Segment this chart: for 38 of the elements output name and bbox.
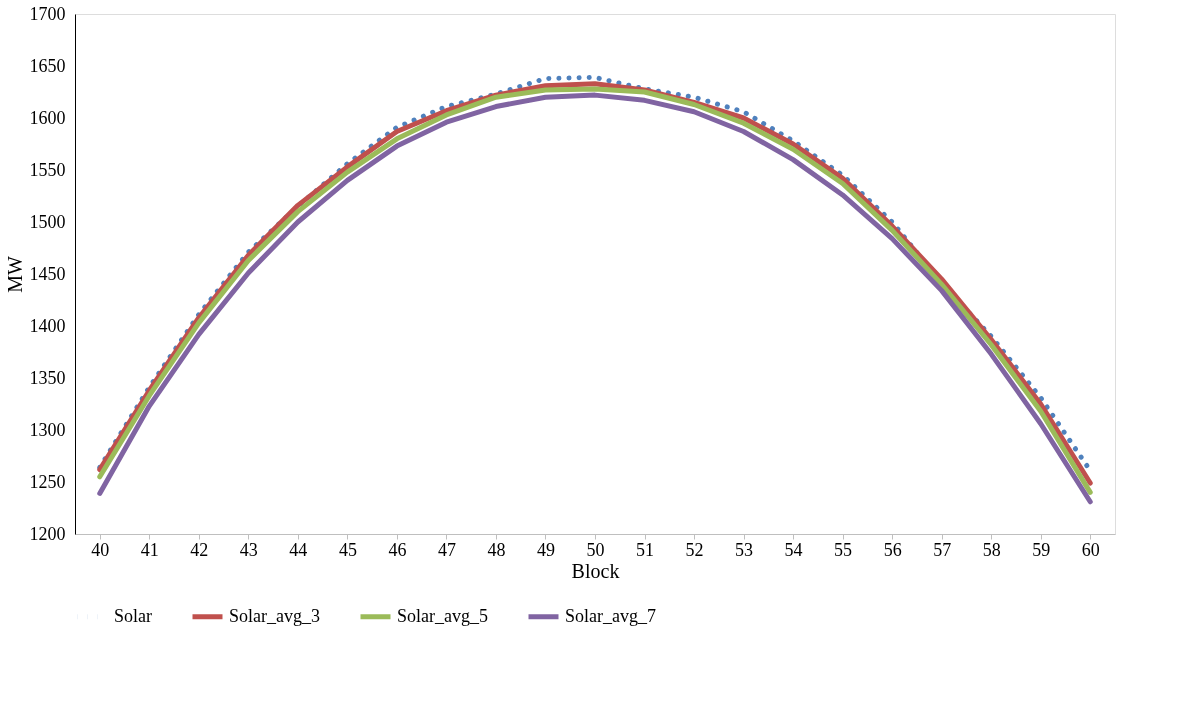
y-tick-label: 1350: [29, 367, 66, 388]
x-tick-label: 44: [289, 539, 308, 560]
x-tick-label: 42: [190, 539, 209, 560]
x-tick-label: 45: [338, 539, 357, 560]
y-tick-label: 1500: [29, 211, 66, 232]
x-tick-label: 48: [487, 539, 506, 560]
x-tick-label: 59: [1032, 539, 1051, 560]
x-tick-label: 60: [1081, 539, 1100, 560]
x-tick-label: 50: [586, 539, 605, 560]
y-tick-label: 1650: [29, 55, 66, 76]
legend-label: Solar_avg_3: [229, 605, 320, 626]
x-tick-label: 52: [685, 539, 704, 560]
y-tick-label: 1200: [29, 523, 66, 544]
x-tick-label: 57: [933, 539, 952, 560]
legend-label: Solar_avg_7: [565, 605, 656, 626]
legend-label: Solar: [114, 605, 152, 626]
legend-label: Solar_avg_5: [397, 605, 488, 626]
x-tick-label: 55: [834, 539, 853, 560]
x-tick-label: 47: [437, 539, 456, 560]
y-tick-label: 1400: [29, 315, 66, 336]
y-axis-title: MW: [3, 256, 26, 293]
y-tick-label: 1700: [29, 3, 66, 24]
y-tick-label: 1300: [29, 419, 66, 440]
y-tick-label: 1450: [29, 263, 66, 284]
x-tick-label: 53: [735, 539, 754, 560]
x-tick-label: 54: [784, 539, 803, 560]
x-tick-label: 49: [536, 539, 555, 560]
y-tick-label: 1550: [29, 159, 66, 180]
x-tick-label: 56: [883, 539, 902, 560]
y-tick-label: 1250: [29, 471, 66, 492]
x-tick-label: 46: [388, 539, 407, 560]
x-tick-label: 51: [636, 539, 655, 560]
y-tick-label: 1600: [29, 107, 66, 128]
x-tick-label: 41: [140, 539, 159, 560]
x-tick-label: 43: [239, 539, 258, 560]
x-axis-title: Block: [571, 559, 620, 582]
x-tick-label: 58: [982, 539, 1001, 560]
x-tick-label: 40: [91, 539, 110, 560]
